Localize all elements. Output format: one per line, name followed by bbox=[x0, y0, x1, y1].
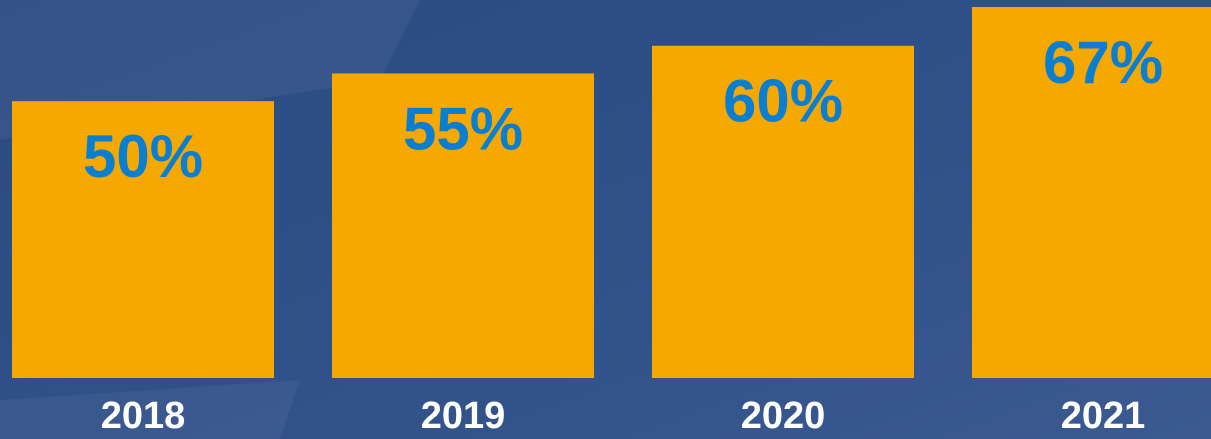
value-label: 67% bbox=[1043, 29, 1163, 96]
bar bbox=[972, 7, 1211, 378]
x-tick-label: 2018 bbox=[101, 395, 186, 437]
value-label: 50% bbox=[83, 123, 203, 190]
bar bbox=[12, 101, 274, 378]
value-label: 60% bbox=[723, 68, 843, 135]
value-label: 55% bbox=[403, 95, 523, 162]
x-tick-label: 2019 bbox=[421, 395, 506, 437]
x-tick-label: 2021 bbox=[1061, 395, 1146, 437]
bar bbox=[332, 73, 594, 379]
bar bbox=[652, 45, 914, 378]
background-photo bbox=[0, 380, 300, 439]
x-tick-label: 2020 bbox=[741, 395, 826, 437]
